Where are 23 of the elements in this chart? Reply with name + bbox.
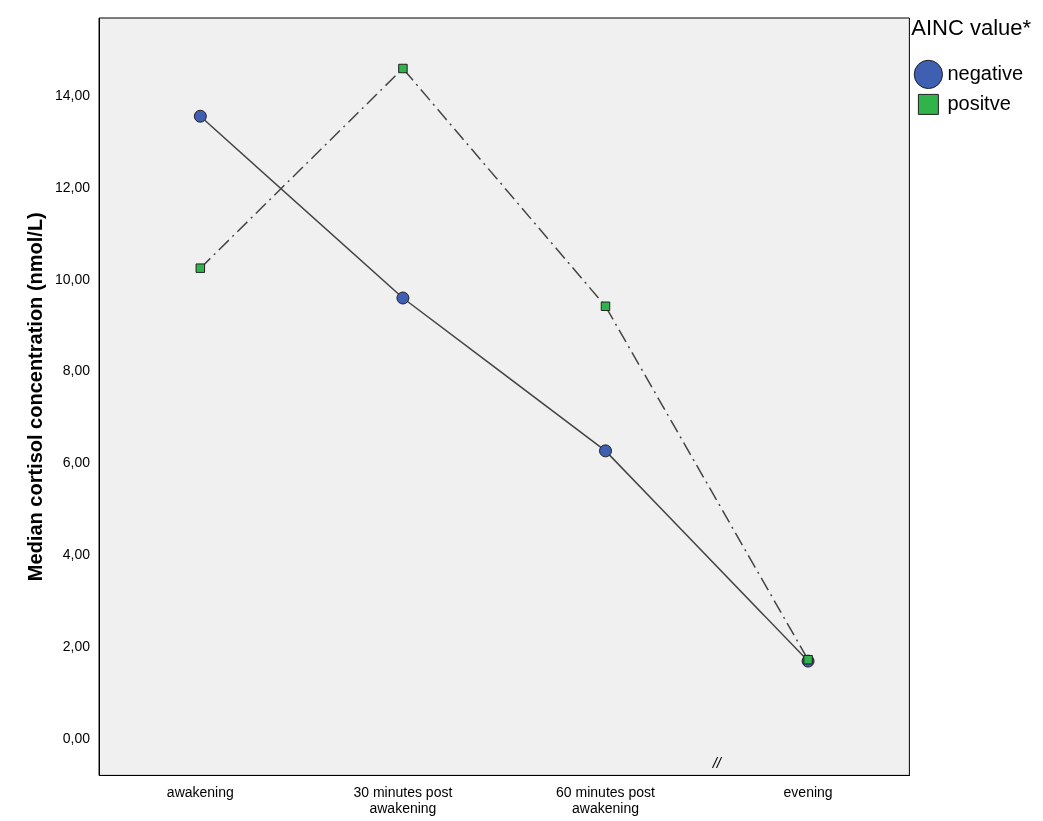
point — [600, 301, 611, 312]
point — [398, 63, 408, 74]
y-tick-label: 0,00 — [62, 729, 91, 746]
point — [195, 263, 206, 273]
x-tick-label: 30 minutes post awakening — [353, 783, 453, 817]
x-tick-label: awakening — [166, 783, 234, 800]
y-tick-label: 10,00 — [54, 270, 91, 287]
x-tick-label: evening — [783, 783, 833, 800]
y-tick-label: 14,00 — [54, 86, 91, 103]
point — [396, 291, 410, 305]
legend-title: AINC value* — [911, 15, 1032, 41]
legend-label: negative — [947, 61, 1024, 84]
y-axis-title: Median cortisol concentration (nmol/L) — [23, 212, 46, 582]
y-tick-label: 8,00 — [62, 362, 91, 379]
x-tick-label: 60 minutes post awakening — [556, 783, 656, 817]
point — [193, 109, 207, 123]
y-tick-label: 2,00 — [62, 637, 91, 654]
y-tick-label: 12,00 — [54, 178, 91, 195]
annotation: // — [711, 754, 723, 772]
point — [599, 444, 612, 458]
legend-label: positve — [947, 91, 1011, 114]
y-tick-label: 6,00 — [62, 454, 91, 471]
y-tick-label: 4,00 — [62, 545, 91, 562]
